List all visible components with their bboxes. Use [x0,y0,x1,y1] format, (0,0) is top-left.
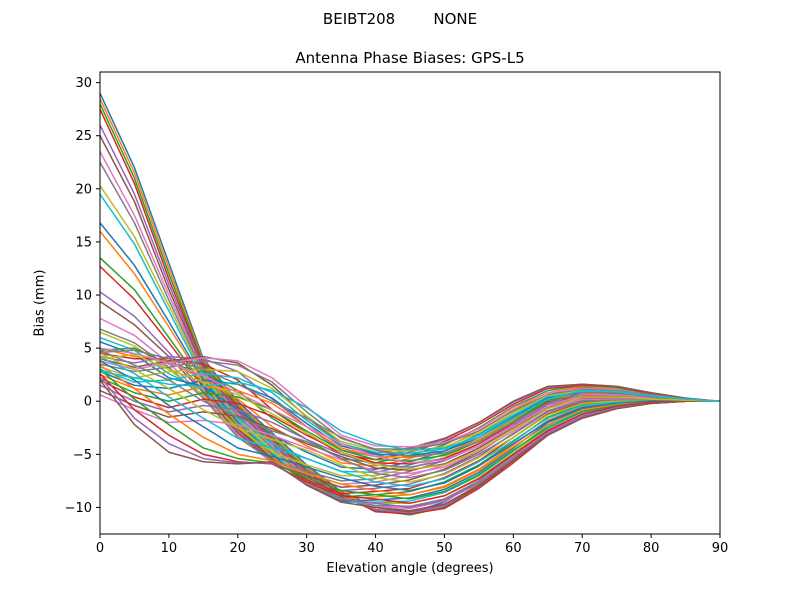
y-tick-label: −10 [65,501,92,516]
chart-title: Antenna Phase Biases: GPS-L5 [295,49,525,67]
x-tick-label: 30 [298,541,315,556]
series-line-40 [100,355,720,487]
series-line-41 [100,360,720,492]
y-tick-label: 10 [75,289,92,304]
y-tick-label: 0 [84,395,92,410]
y-tick-label: 30 [75,76,92,91]
series-line-38 [100,349,720,479]
series-line-31 [100,370,720,457]
series-line-43 [100,368,720,500]
x-tick-label: 70 [574,541,591,556]
series-line-50 [100,370,720,451]
x-tick-label: 20 [230,541,247,556]
y-tick-label: 15 [75,235,92,250]
series-line-33 [100,377,720,462]
series-line-28 [100,360,720,450]
series-line-47 [100,347,720,464]
series-line-45 [100,376,720,509]
series-line-37 [100,394,720,475]
series-line-46 [100,379,720,513]
series-line-26 [100,355,720,455]
series-line-44 [100,373,720,504]
y-tick-label: 25 [75,129,92,144]
x-tick-label: 10 [161,541,178,556]
x-tick-label: 80 [643,541,660,556]
series-line-27 [100,356,720,448]
x-tick-label: 0 [96,541,104,556]
x-tick-label: 90 [712,541,729,556]
series-line-35 [100,384,720,468]
x-axis-label: Elevation angle (degrees) [326,561,494,576]
y-tick-label: −5 [73,448,92,463]
series-line-48 [100,349,720,458]
axes-frame [99,71,721,535]
y-tick-label: 5 [84,342,92,357]
series-line-42 [100,364,720,496]
x-tick-label: 40 [367,541,384,556]
x-tick-label: 60 [505,541,522,556]
figure-suptitle: BEIBT208 NONE [322,10,478,28]
series-line-49 [100,353,720,470]
y-tick-label: 20 [75,182,92,197]
series-line-39 [100,352,720,483]
x-tick-label: 50 [436,541,453,556]
